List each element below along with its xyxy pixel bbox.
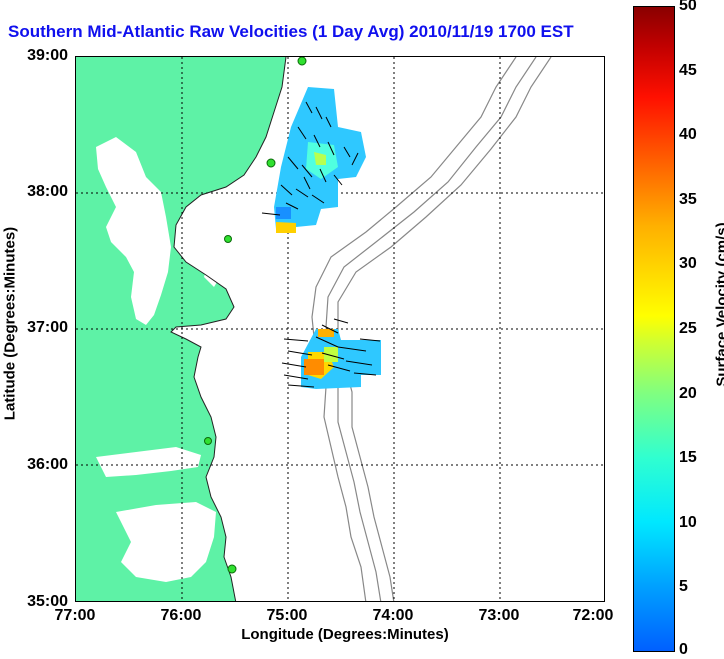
colorbar-tick: 10 bbox=[679, 514, 697, 531]
station-marker bbox=[227, 564, 237, 574]
y-tick-label: 36:00 bbox=[27, 456, 68, 473]
station-marker bbox=[204, 437, 212, 445]
colorbar-title: Surface Velocity (cm/s) bbox=[713, 222, 724, 387]
y-tick-label: 38:00 bbox=[27, 183, 68, 200]
x-tick-label: 73:00 bbox=[478, 607, 520, 624]
albemarle-sound bbox=[96, 447, 201, 477]
velocity-field-north bbox=[274, 87, 366, 233]
pamlico-sound bbox=[116, 502, 216, 582]
chesapeake-bay bbox=[96, 137, 171, 325]
colorbar-tick: 5 bbox=[679, 578, 688, 595]
colorbar-tick: 40 bbox=[679, 126, 697, 143]
velocity-field-south bbox=[301, 329, 381, 389]
map-svg bbox=[76, 57, 604, 601]
station-marker bbox=[297, 57, 307, 66]
x-tick-label: 76:00 bbox=[160, 607, 202, 624]
velocity-vectors bbox=[261, 101, 381, 388]
colorbar-tick: 50 bbox=[679, 0, 697, 14]
x-tick-label: 77:00 bbox=[54, 607, 96, 624]
station-marker bbox=[224, 235, 232, 243]
colorbar-tick: 0 bbox=[679, 641, 688, 658]
station-marker bbox=[266, 158, 276, 168]
colorbar-tick: 45 bbox=[679, 62, 697, 79]
x-tick-label: 75:00 bbox=[266, 607, 308, 624]
y-tick-label: 39:00 bbox=[27, 47, 68, 64]
x-axis-title: Longitude (Degrees:Minutes) bbox=[241, 626, 449, 643]
x-tick-label: 72:00 bbox=[572, 607, 614, 624]
colorbar-tick: 20 bbox=[679, 385, 697, 402]
coastline bbox=[170, 57, 287, 601]
map-canvas[interactable] bbox=[75, 56, 605, 602]
bathymetry-contour bbox=[337, 57, 552, 601]
colorbar-tick: 30 bbox=[679, 255, 697, 272]
colorbar-tick: 25 bbox=[679, 320, 697, 337]
bathymetry-contour bbox=[311, 57, 517, 601]
map-title: Southern Mid-Atlantic Raw Velocities (1 … bbox=[8, 22, 574, 41]
station-markers bbox=[204, 57, 307, 574]
colorbar-tick: 15 bbox=[679, 449, 697, 466]
x-tick-label: 74:00 bbox=[372, 607, 414, 624]
y-tick-label: 37:00 bbox=[27, 319, 68, 336]
velocity-colorbar bbox=[633, 6, 675, 652]
y-axis-title: Latitude (Degrees:Minutes) bbox=[1, 226, 19, 421]
y-tick-label: 35:00 bbox=[27, 593, 68, 610]
colorbar-tick: 35 bbox=[679, 191, 697, 208]
